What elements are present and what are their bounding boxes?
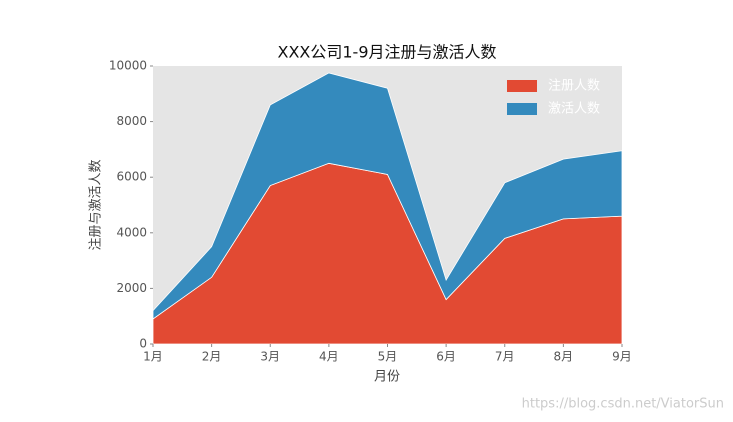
x-tick-label: 6月: [436, 350, 456, 364]
legend-label: 激活人数: [548, 102, 600, 117]
x-tick-label: 2月: [202, 350, 222, 364]
x-tick-label: 7月: [495, 350, 515, 364]
legend-label: 注册人数: [548, 79, 600, 94]
y-tick-label: 10000: [109, 59, 147, 73]
legend-swatch: [507, 80, 537, 92]
x-axis-label: 月份: [374, 370, 400, 385]
x-tick-label: 3月: [260, 350, 280, 364]
y-tick-label: 6000: [116, 170, 147, 184]
x-tick-label: 8月: [554, 350, 574, 364]
x-tick-label: 9月: [612, 350, 632, 364]
y-tick-label: 8000: [116, 114, 147, 128]
x-tick-label: 1月: [143, 350, 163, 364]
chart-title: XXX公司1-9月注册与激活人数: [277, 43, 496, 62]
y-tick-label: 0: [139, 337, 147, 351]
y-tick-label: 4000: [116, 225, 147, 239]
area: [152, 72, 623, 320]
x-tick-label: 5月: [378, 350, 398, 364]
x-tick-label: 4月: [319, 350, 339, 364]
y-tick-label: 2000: [116, 281, 147, 295]
y-axis-label: 注册与激活人数: [89, 159, 104, 250]
watermark: https://blog.csdn.net/ViatorSun: [522, 397, 724, 412]
legend-swatch: [507, 103, 537, 115]
